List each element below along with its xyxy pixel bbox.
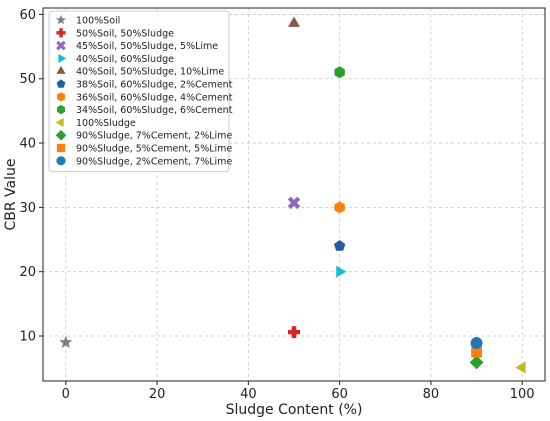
- data-point: [334, 66, 345, 79]
- legend-label: 38%Soil, 60%Sludge, 2%Cement: [76, 80, 233, 91]
- legend-box: [48, 10, 230, 173]
- legend-label: 45%Soil, 50%Sludge, 5%Lime: [76, 41, 218, 52]
- legend-item: 90%Sludge, 5%Cement, 5%Lime: [56, 143, 232, 155]
- legend-marker: [55, 14, 67, 25]
- y-tick-label: 60: [19, 8, 36, 23]
- legend-marker: [56, 28, 66, 38]
- x-axis-title: Sludge Content (%): [226, 402, 363, 418]
- legend-marker: [56, 143, 66, 153]
- legend-label: 90%Sludge, 7%Cement, 2%Lime: [76, 131, 232, 142]
- y-tick-label: 30: [19, 201, 36, 216]
- legend-item: 45%Soil, 50%Sludge, 5%Lime: [56, 40, 218, 52]
- legend-item: 50%Soil, 50%Sludge: [56, 28, 174, 39]
- axis-ticks: 0 20 40 60 80 100 10 20 30 40 50 60: [19, 8, 534, 402]
- y-tick-label: 50: [19, 72, 36, 87]
- legend-marker: [57, 105, 65, 115]
- legend-label: 36%Soil, 60%Sludge, 4%Cement: [76, 92, 233, 103]
- data-point: [334, 201, 345, 214]
- legend-label: 40%Soil, 60%Sludge: [76, 54, 174, 65]
- legend-marker: [58, 53, 67, 63]
- legend-item: 34%Soil, 60%Sludge, 6%Cement: [57, 105, 233, 116]
- x-tick-label: 60: [331, 387, 348, 402]
- data-point: [470, 337, 483, 350]
- y-axis-title: CBR Value: [3, 158, 19, 230]
- legend-label: 40%Soil, 50%Sludge, 10%Lime: [76, 67, 224, 78]
- legend-label: 90%Sludge, 2%Cement, 7%Lime: [76, 156, 232, 167]
- x-tick-label: 0: [62, 387, 70, 402]
- data-point: [287, 196, 301, 210]
- data-point: [59, 335, 73, 348]
- legend-label: 50%Soil, 50%Sludge: [76, 28, 174, 39]
- legend-item: 100%Soil: [55, 14, 120, 27]
- legend-item: 38%Soil, 60%Sludge, 2%Cement: [56, 79, 233, 91]
- legend-label: 90%Sludge, 5%Cement, 5%Lime: [76, 144, 232, 155]
- data-point: [333, 239, 346, 251]
- legend-label: 34%Soil, 60%Sludge, 6%Cement: [76, 105, 233, 116]
- legend-marker: [56, 79, 66, 88]
- y-tick-label: 40: [19, 137, 36, 152]
- x-tick-label: 100: [510, 387, 535, 402]
- legend-item: 40%Soil, 60%Sludge: [58, 53, 174, 65]
- legend-label: 100%Soil: [76, 16, 120, 27]
- data-point: [471, 346, 482, 358]
- legend-item: 90%Sludge, 7%Cement, 2%Lime: [55, 129, 232, 142]
- legend-label: 100%Sludge: [76, 118, 136, 129]
- legend-item: 90%Sludge, 2%Cement, 7%Lime: [56, 156, 232, 167]
- legend-marker: [55, 117, 64, 127]
- data-point: [469, 355, 484, 370]
- legend-item: 100%Sludge: [55, 117, 136, 129]
- data-point: [336, 265, 347, 278]
- legend-marker: [56, 65, 66, 74]
- data-point: [515, 361, 526, 374]
- data-point: [288, 326, 300, 339]
- x-tick-label: 80: [423, 387, 440, 402]
- y-tick-label: 20: [19, 265, 36, 280]
- legend-marker: [56, 156, 66, 166]
- x-tick-label: 20: [149, 387, 166, 402]
- plot-frame: [42, 7, 546, 382]
- data-point: [288, 16, 300, 27]
- y-tick-label: 10: [19, 329, 36, 344]
- x-tick-label: 40: [240, 387, 257, 402]
- data-points: [59, 16, 526, 374]
- legend-marker: [57, 92, 65, 102]
- legend-item: 36%Soil, 60%Sludge, 4%Cement: [57, 92, 233, 103]
- legend-marker: [56, 40, 66, 51]
- legend-item: 40%Soil, 50%Sludge, 10%Lime: [56, 65, 224, 78]
